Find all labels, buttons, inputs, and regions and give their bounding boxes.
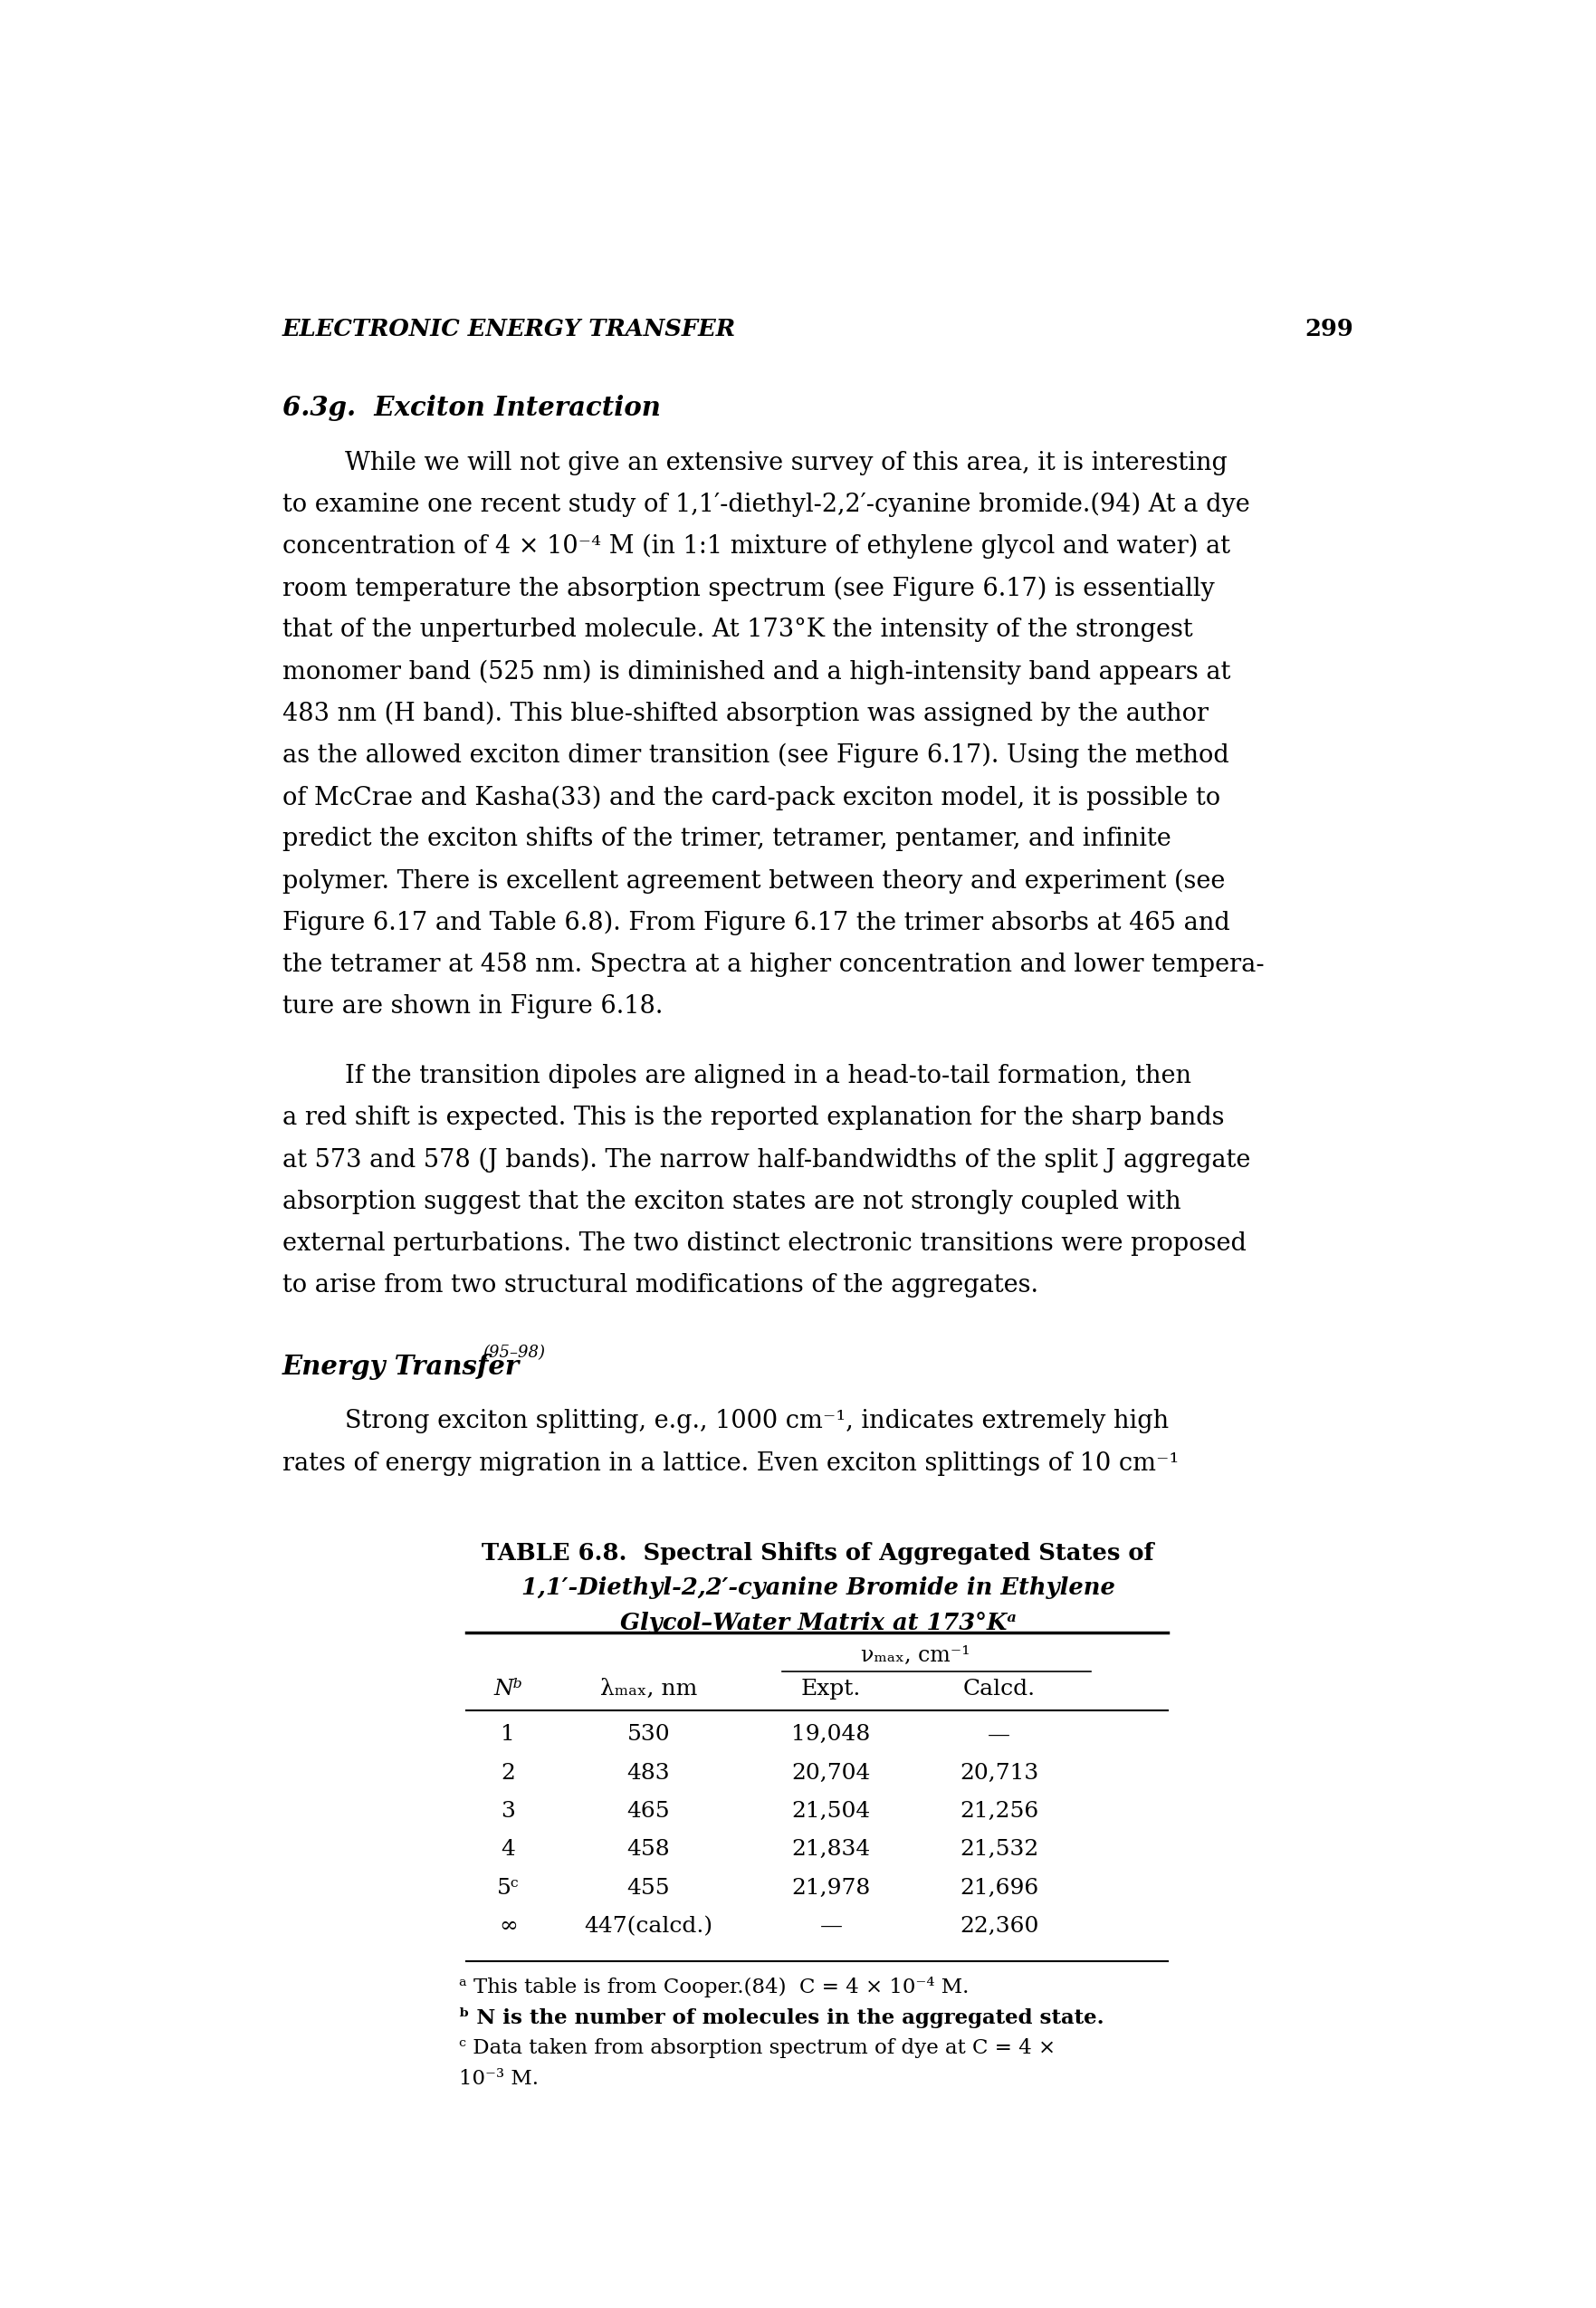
- Text: If the transition dipoles are aligned in a head-to-tail formation, then: If the transition dipoles are aligned in…: [282, 1064, 1191, 1089]
- Text: (95–98): (95–98): [482, 1346, 544, 1362]
- Text: 483 nm (H band). This blue-shifted absorption was assigned by the author: 483 nm (H band). This blue-shifted absor…: [282, 702, 1208, 727]
- Text: TABLE 6.8.  Spectral Shifts of Aggregated States of: TABLE 6.8. Spectral Shifts of Aggregated…: [482, 1542, 1154, 1565]
- Text: Strong exciton splitting, e.g., 1000 cm⁻¹, indicates extremely high: Strong exciton splitting, e.g., 1000 cm⁻…: [282, 1410, 1168, 1433]
- Text: 20,713: 20,713: [959, 1763, 1039, 1784]
- Text: 465: 465: [627, 1800, 670, 1821]
- Text: 10⁻³ M.: 10⁻³ M.: [460, 2068, 539, 2089]
- Text: Calcd.: Calcd.: [962, 1678, 1036, 1699]
- Text: νₘₐₓ, cm⁻¹: νₘₐₓ, cm⁻¹: [860, 1646, 970, 1666]
- Text: ∞: ∞: [498, 1916, 517, 1936]
- Text: While we will not give an extensive survey of this area, it is interesting: While we will not give an extensive surv…: [282, 450, 1227, 475]
- Text: Figure 6.17 and Table 6.8). From Figure 6.17 the trimer absorbs at 465 and: Figure 6.17 and Table 6.8). From Figure …: [282, 912, 1231, 935]
- Text: the tetramer at 458 nm. Spectra at a higher concentration and lower tempera-: the tetramer at 458 nm. Spectra at a hig…: [282, 953, 1264, 976]
- Text: polymer. There is excellent agreement between theory and experiment (see: polymer. There is excellent agreement be…: [282, 868, 1226, 893]
- Text: ᵇ N is the number of molecules in the aggregated state.: ᵇ N is the number of molecules in the ag…: [460, 2008, 1104, 2029]
- Text: that of the unperturbed molecule. At 173°K the intensity of the strongest: that of the unperturbed molecule. At 173…: [282, 619, 1192, 642]
- Text: at 573 and 578 (J bands). The narrow half-bandwidths of the split J aggregate: at 573 and 578 (J bands). The narrow hal…: [282, 1147, 1250, 1172]
- Text: 21,696: 21,696: [959, 1879, 1039, 1899]
- Text: monomer band (525 nm) is diminished and a high-intensity band appears at: monomer band (525 nm) is diminished and …: [282, 660, 1231, 685]
- Text: Nᵇ: Nᵇ: [493, 1678, 522, 1699]
- Text: room temperature the absorption spectrum (see Figure 6.17) is essentially: room temperature the absorption spectrum…: [282, 577, 1215, 600]
- Text: 20,704: 20,704: [792, 1763, 870, 1784]
- Text: 21,532: 21,532: [959, 1839, 1039, 1860]
- Text: —: —: [988, 1724, 1010, 1745]
- Text: —: —: [820, 1916, 843, 1936]
- Text: concentration of 4 × 10⁻⁴ M (in 1:1 mixture of ethylene glycol and water) at: concentration of 4 × 10⁻⁴ M (in 1:1 mixt…: [282, 533, 1231, 559]
- Text: 21,504: 21,504: [792, 1800, 870, 1821]
- Text: Expt.: Expt.: [801, 1678, 860, 1699]
- Text: external perturbations. The two distinct electronic transitions were proposed: external perturbations. The two distinct…: [282, 1232, 1246, 1256]
- Text: 1,1′-Diethyl-2,2′-cyanine Bromide in Ethylene: 1,1′-Diethyl-2,2′-cyanine Bromide in Eth…: [520, 1576, 1116, 1599]
- Text: 5ᶜ: 5ᶜ: [496, 1879, 519, 1899]
- Text: predict the exciton shifts of the trimer, tetramer, pentamer, and infinite: predict the exciton shifts of the trimer…: [282, 826, 1171, 852]
- Text: 21,834: 21,834: [792, 1839, 870, 1860]
- Text: as the allowed exciton dimer transition (see Figure 6.17). Using the method: as the allowed exciton dimer transition …: [282, 743, 1229, 769]
- Text: of McCrae and Kasha(33) and the card-pack exciton model, it is possible to: of McCrae and Kasha(33) and the card-pac…: [282, 785, 1221, 810]
- Text: 6.3g.  Exciton Interaction: 6.3g. Exciton Interaction: [282, 395, 661, 420]
- Text: 447(calcd.): 447(calcd.): [584, 1916, 713, 1936]
- Text: to arise from two structural modifications of the aggregates.: to arise from two structural modificatio…: [282, 1274, 1037, 1297]
- Text: 483: 483: [627, 1763, 670, 1784]
- Text: Energy Transfer: Energy Transfer: [282, 1352, 520, 1380]
- Text: 22,360: 22,360: [959, 1916, 1039, 1936]
- Text: ᵃ This table is from Cooper.(84)  C = 4 × 10⁻⁴ M.: ᵃ This table is from Cooper.(84) C = 4 ×…: [460, 1976, 969, 1996]
- Text: 458: 458: [627, 1839, 670, 1860]
- Text: 1: 1: [501, 1724, 516, 1745]
- Text: Glycol–Water Matrix at 173°Kᵃ: Glycol–Water Matrix at 173°Kᵃ: [619, 1611, 1017, 1634]
- Text: ture are shown in Figure 6.18.: ture are shown in Figure 6.18.: [282, 995, 662, 1018]
- Text: 530: 530: [627, 1724, 670, 1745]
- Text: 19,048: 19,048: [792, 1724, 870, 1745]
- Text: a red shift is expected. This is the reported explanation for the sharp bands: a red shift is expected. This is the rep…: [282, 1106, 1224, 1131]
- Text: 3: 3: [501, 1800, 516, 1821]
- Text: 21,978: 21,978: [792, 1879, 870, 1899]
- Text: 2: 2: [501, 1763, 516, 1784]
- Text: to examine one recent study of 1,1′-diethyl-2,2′-cyanine bromide.(94) At a dye: to examine one recent study of 1,1′-diet…: [282, 492, 1250, 517]
- Text: 299: 299: [1306, 319, 1353, 342]
- Text: rates of energy migration in a lattice. Even exciton splittings of 10 cm⁻¹: rates of energy migration in a lattice. …: [282, 1452, 1179, 1475]
- Text: 455: 455: [627, 1879, 670, 1899]
- Text: ᶜ Data taken from absorption spectrum of dye at C = 4 ×: ᶜ Data taken from absorption spectrum of…: [460, 2038, 1057, 2059]
- Text: 21,256: 21,256: [959, 1800, 1039, 1821]
- Text: λₘₐₓ, nm: λₘₐₓ, nm: [600, 1678, 697, 1699]
- Text: absorption suggest that the exciton states are not strongly coupled with: absorption suggest that the exciton stat…: [282, 1189, 1181, 1214]
- Text: ELECTRONIC ENERGY TRANSFER: ELECTRONIC ENERGY TRANSFER: [282, 319, 736, 342]
- Text: 4: 4: [501, 1839, 516, 1860]
